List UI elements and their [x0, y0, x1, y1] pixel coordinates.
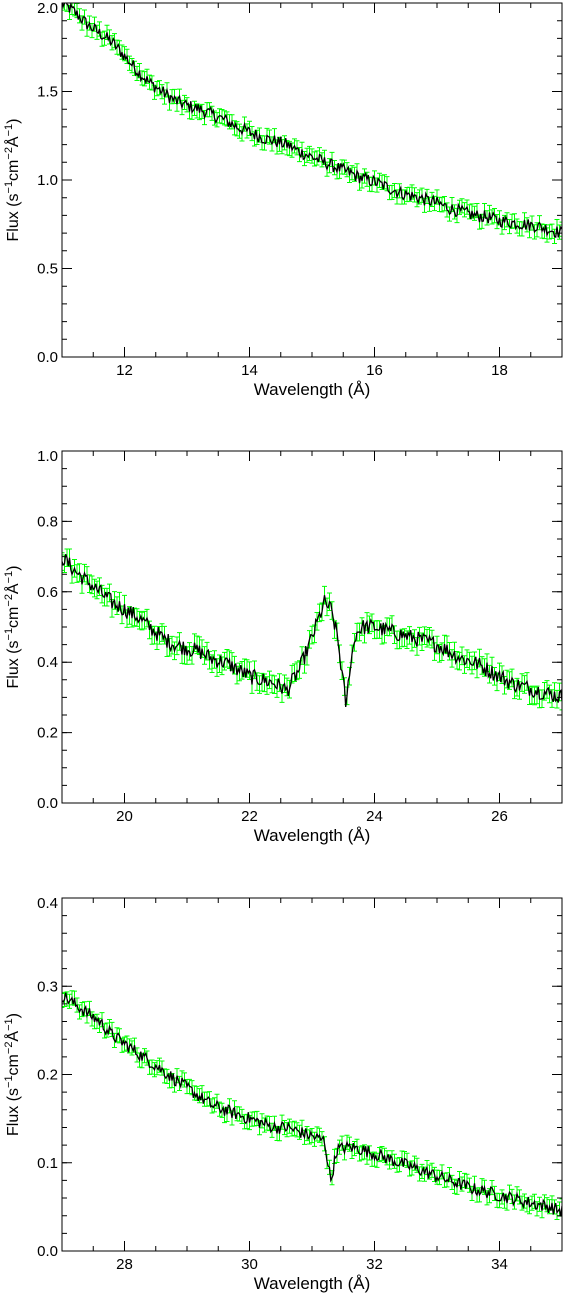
ylabel-part: cm [5, 160, 22, 181]
y-tick-label: 0.4 [37, 654, 58, 671]
ylabel-part: cm [5, 607, 22, 628]
y-tick-label: 0.4 [37, 895, 58, 912]
y-tick-label: 1.5 [37, 84, 58, 101]
y-tick-label: 0.6 [37, 584, 58, 601]
panel-2-ticks: 20 22 24 26 0.0 0.2 0.4 0.6 0.8 1.0 [37, 448, 563, 825]
ylabel-sup: −1 [3, 1075, 15, 1088]
y-tick-label: 0.1 [37, 1155, 58, 1172]
panel-3-y-axis-label: Flux (s−1cm−2Å−1) [3, 1013, 22, 1136]
panel-3-line [62, 992, 562, 1217]
y-tick-label: 1.0 [37, 448, 58, 465]
panel-1-x-axis-label: Wavelength (Å) [254, 380, 371, 399]
ylabel-sup: −2 [3, 1042, 15, 1055]
ylabel-sup: −2 [3, 147, 15, 160]
x-tick-label: 20 [116, 808, 133, 825]
y-tick-label: 0.2 [37, 725, 58, 742]
x-tick-label: 28 [116, 1256, 133, 1273]
y-tick-label: 0.3 [37, 978, 58, 995]
error-bar [559, 691, 562, 711]
x-tick-label: 14 [241, 362, 258, 379]
panel-1-errorbars [62, 3, 562, 244]
panel-2: 20 22 24 26 0.0 0.2 0.4 0.6 0.8 1.0 Wavelength (Å… [3, 448, 563, 845]
y-tick-label: 0.2 [37, 1067, 58, 1084]
ylabel-part: cm [5, 1054, 22, 1075]
ylabel-sup: −1 [3, 628, 15, 641]
spectrum-line [62, 553, 562, 707]
panel-2-line [62, 553, 562, 707]
x-tick-label: 18 [491, 362, 508, 379]
y-tick-label: 0.0 [37, 795, 58, 812]
panel-1-line [62, 3, 562, 239]
y-tick-label: 1.0 [37, 172, 58, 189]
ylabel-part: ) [5, 119, 22, 124]
error-bar [62, 992, 65, 1009]
x-tick-label: 12 [116, 362, 133, 379]
error-bar [62, 552, 65, 571]
x-tick-label: 26 [491, 808, 508, 825]
panel-3-ticks: 28 30 32 34 0.0 0.1 0.2 0.3 0.4 [37, 895, 563, 1273]
y-tick-label: 0.0 [37, 349, 58, 366]
panel-2-x-axis-label: Wavelength (Å) [254, 826, 371, 845]
panel-3-errorbars [62, 990, 562, 1221]
ylabel-part: Flux (s [5, 640, 22, 688]
ylabel-part: Å [3, 583, 22, 594]
panel-3-x-axis-label: Wavelength (Å) [254, 1274, 371, 1293]
panel-1-y-axis-label: Flux (s−1cm−2Å−1) [3, 119, 22, 242]
y-tick-label: 0.0 [37, 1243, 58, 1260]
x-tick-label: 22 [241, 808, 258, 825]
x-tick-label: 32 [366, 1256, 383, 1273]
panel-2-y-axis-label: Flux (s−1cm−2Å−1) [3, 566, 22, 689]
ylabel-part: ) [5, 566, 22, 571]
x-tick-label: 30 [241, 1256, 258, 1273]
ylabel-sup: −1 [3, 571, 15, 584]
ylabel-part: ) [5, 1013, 22, 1018]
x-tick-label: 16 [366, 362, 383, 379]
x-tick-label: 24 [366, 808, 383, 825]
spectrum-line [62, 992, 562, 1217]
y-tick-label: 0.5 [37, 261, 58, 278]
ylabel-part: Å [3, 1031, 22, 1042]
ylabel-part: Å [3, 136, 22, 147]
spectrum-line [62, 3, 562, 239]
y-tick-label: 2.0 [37, 0, 58, 17]
error-bar [62, 3, 65, 9]
plot-frame [61, 2, 563, 358]
ylabel-part: Flux (s [5, 1088, 22, 1136]
ylabel-sup: −1 [3, 181, 15, 194]
ylabel-sup: −1 [3, 124, 15, 137]
panel-3: 28 30 32 34 0.0 0.1 0.2 0.3 0.4 Wavelength (Å) F… [3, 895, 563, 1293]
y-tick-label: 0.8 [37, 513, 58, 530]
panel-1-ticks: 12 14 16 18 0.0 0.5 1.0 1.5 2.0 [37, 0, 563, 379]
ylabel-part: Flux (s [5, 193, 22, 241]
ylabel-sup: −2 [3, 594, 15, 607]
panel-1-frame [61, 2, 563, 358]
panel-1: 12 14 16 18 0.0 0.5 1.0 1.5 2.0 Wavelength (Å) F… [3, 0, 563, 399]
ylabel-sup: −1 [3, 1018, 15, 1031]
x-tick-label: 34 [491, 1256, 508, 1273]
panel-2-errorbars [62, 548, 562, 711]
error-bar [559, 221, 562, 237]
